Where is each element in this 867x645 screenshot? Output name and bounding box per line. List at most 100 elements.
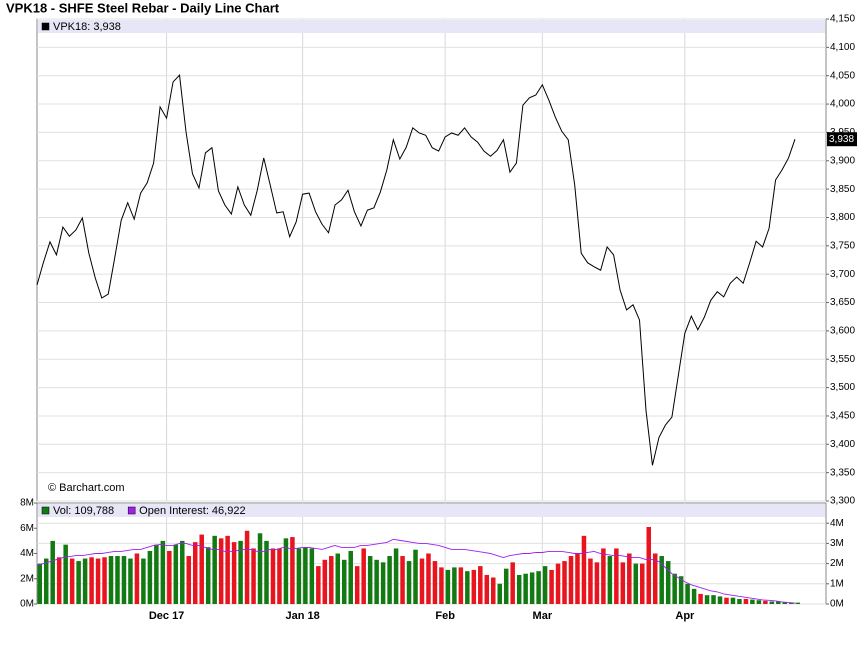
volume-bar bbox=[413, 549, 418, 604]
volume-bar bbox=[529, 572, 535, 604]
volume-bar bbox=[555, 563, 561, 604]
plot-area bbox=[36, 18, 827, 502]
watermark: © Barchart.com bbox=[48, 482, 125, 494]
y-tick-label: 3,400 bbox=[830, 439, 855, 450]
y2-tick-label: 1M bbox=[830, 578, 844, 589]
y2-tick-label: 0M bbox=[830, 599, 844, 610]
y-tick-label: 3,300 bbox=[830, 496, 855, 507]
volume-bar bbox=[102, 557, 107, 604]
volume-bar bbox=[277, 548, 282, 604]
volume-bar bbox=[704, 595, 710, 604]
y2-tick-label: 4M bbox=[830, 518, 844, 529]
volume-bar bbox=[251, 548, 256, 604]
volume-bar bbox=[724, 597, 729, 604]
volume-bar bbox=[568, 556, 574, 604]
volume-bar bbox=[691, 588, 697, 604]
volume-bar bbox=[575, 553, 580, 604]
volume-bar bbox=[549, 569, 554, 604]
volume-bar bbox=[445, 569, 451, 604]
volume-bar bbox=[231, 542, 237, 604]
volume-bar bbox=[581, 535, 587, 604]
volume-bar bbox=[186, 556, 192, 604]
volume-bar bbox=[640, 563, 645, 604]
y-tick-label: 3,650 bbox=[830, 297, 855, 308]
y-tick-label: 3,600 bbox=[830, 326, 855, 337]
volume-bar bbox=[776, 601, 781, 604]
volume-bar bbox=[646, 526, 651, 604]
y-tick-label: 3,500 bbox=[830, 382, 855, 393]
legend-label: Vol: 109,788 bbox=[53, 505, 114, 517]
volume-bar bbox=[523, 573, 528, 604]
volume-bar bbox=[730, 597, 736, 604]
volume-bar bbox=[711, 595, 716, 604]
volume-bar bbox=[205, 547, 211, 604]
volume-bar bbox=[121, 556, 127, 604]
volume-bar bbox=[452, 567, 457, 604]
volume-bar bbox=[607, 556, 613, 604]
volume-bar bbox=[303, 547, 308, 604]
volume-bar bbox=[76, 561, 81, 604]
x-tick-label: Dec 17 bbox=[149, 610, 184, 622]
volume-bar bbox=[614, 548, 619, 604]
volume-bar bbox=[497, 583, 502, 604]
volume-bar bbox=[782, 602, 788, 604]
volume-bar bbox=[283, 538, 289, 604]
volume-bar bbox=[406, 561, 412, 604]
y-tick-label: 3,850 bbox=[830, 184, 855, 195]
x-tick-label: Mar bbox=[533, 610, 553, 622]
volume-bar bbox=[795, 602, 800, 604]
y-tick-label: 4,150 bbox=[830, 14, 855, 25]
last-value-box bbox=[827, 132, 857, 147]
volume-bar bbox=[601, 548, 606, 604]
y-tick-label: 3,450 bbox=[830, 411, 855, 422]
price-line bbox=[36, 74, 796, 466]
volume-bar bbox=[348, 550, 353, 604]
volume-bar bbox=[542, 566, 548, 604]
y-tick-label: 4,050 bbox=[830, 70, 855, 81]
volume-bar bbox=[698, 593, 703, 604]
volume-bar bbox=[769, 601, 775, 604]
volume-bar bbox=[562, 561, 567, 604]
volume-bar bbox=[82, 558, 88, 604]
y2-tick-label: 2M bbox=[830, 558, 844, 569]
volume-bar bbox=[737, 598, 742, 604]
x-tick-label: Feb bbox=[435, 610, 455, 622]
y-tick-label: 0M bbox=[20, 599, 34, 610]
volume-bar bbox=[510, 562, 515, 604]
volume-bar bbox=[309, 548, 315, 604]
volume-bar bbox=[270, 548, 276, 604]
volume-bar bbox=[478, 566, 483, 604]
volume-bar bbox=[335, 553, 341, 604]
volume-bar bbox=[192, 542, 198, 604]
y-tick-label: 2M bbox=[20, 573, 34, 584]
volume-bar bbox=[387, 556, 392, 604]
volume-bar bbox=[56, 557, 62, 604]
volume-bar bbox=[465, 571, 470, 604]
y-tick-label: 3,550 bbox=[830, 354, 855, 365]
volume-bar bbox=[43, 558, 49, 604]
y-tick-label: 3,900 bbox=[830, 155, 855, 166]
volume-bar bbox=[128, 558, 133, 604]
volume-bar bbox=[89, 557, 94, 604]
volume-bar bbox=[134, 553, 140, 604]
volume-bar bbox=[536, 571, 541, 604]
last-value-label: 3,938 bbox=[829, 134, 854, 145]
volume-bar bbox=[400, 556, 405, 604]
y-tick-label: 4,000 bbox=[830, 99, 855, 110]
volume-bar bbox=[257, 533, 263, 604]
volume-bar bbox=[199, 534, 204, 604]
volume-bar bbox=[659, 556, 664, 604]
volume-bar bbox=[37, 563, 42, 604]
volume-bar bbox=[218, 538, 224, 604]
volume-bar bbox=[374, 559, 379, 604]
volume-bar bbox=[341, 559, 347, 604]
legend-swatch bbox=[41, 22, 50, 31]
volume-bar bbox=[264, 540, 269, 604]
volume-bar bbox=[458, 567, 464, 604]
volume-bar bbox=[717, 596, 723, 604]
volume-bar bbox=[354, 566, 360, 604]
volume-bar bbox=[678, 576, 684, 604]
volume-bar bbox=[471, 569, 477, 604]
volume-bar bbox=[419, 558, 425, 604]
